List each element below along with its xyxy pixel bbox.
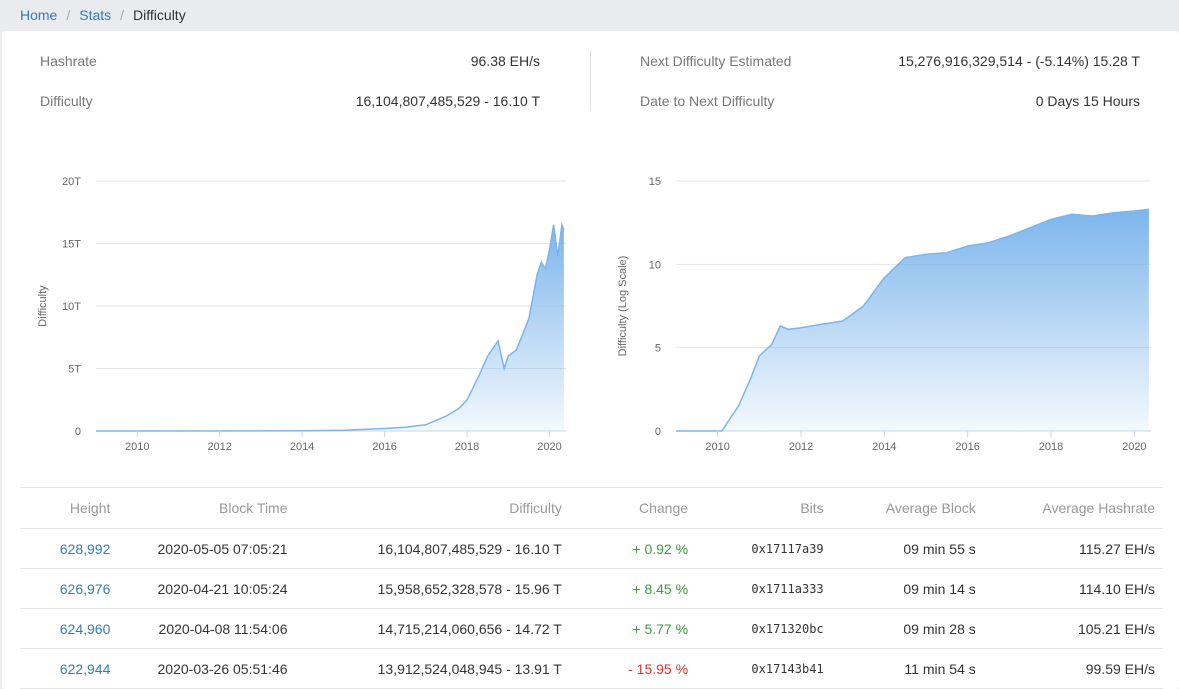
stat-date-label: Date to Next Difficulty: [640, 93, 775, 109]
average-block-time: 09 min 28 s: [831, 608, 984, 649]
breadcrumb-separator: /: [66, 7, 71, 23]
average-hashrate: 114.10 EH/s: [983, 568, 1163, 609]
column-header-average-hashrate[interactable]: Average Hashrate: [983, 487, 1163, 529]
breadcrumb-current: Difficulty: [133, 7, 186, 23]
table-row: 622,944 2020-03-26 05:51:46 13,912,524,048…: [20, 648, 1163, 689]
block-time: 2020-05-05 07:05:21: [118, 528, 296, 569]
series-area: [96, 224, 564, 431]
series-line: [95, 221, 565, 432]
difficulty-change: + 0.92 %: [569, 528, 697, 569]
y-tick-label: 0: [655, 426, 661, 438]
column-header-bits[interactable]: Bits: [696, 487, 832, 529]
block-height: 626,976: [20, 568, 119, 609]
block-bits: 0x17117a39: [696, 528, 832, 569]
stat-difficulty: Difficulty 16,104,807,485,529 - 16.10 T: [40, 93, 540, 109]
y-tick-label: 10: [649, 259, 661, 271]
series-line: [676, 208, 1149, 432]
stat-difficulty-label: Difficulty: [40, 93, 93, 109]
block-time: 2020-04-21 10:05:24: [118, 568, 296, 609]
block-difficulty: 16,104,807,485,529 - 16.10 T: [295, 528, 570, 569]
table-row: 626,976 2020-04-21 10:05:24 15,958,652,328…: [20, 568, 1163, 609]
block-difficulty: 15,958,652,328,578 - 15.96 T: [295, 568, 570, 609]
difficulty-change: + 8.45 %: [569, 568, 697, 609]
stat-date-next: Date to Next Difficulty 0 Days 15 Hours: [640, 93, 1140, 109]
stat-next-value: 15,276,916,329,514 - (-5.14%) 15.28 T: [898, 53, 1140, 69]
series-area: [676, 209, 1149, 431]
difficulty-log-chart[interactable]: 0 5 10 15 2010 2012 2014 2016 2018 2020 Difficulty…: [592, 131, 1177, 471]
average-block-time: 09 min 14 s: [831, 568, 984, 609]
difficulty-chart[interactable]: 0 5T 10T 15T 20T 2010 2012 2014 2016 2018 2020 Diff…: [2, 131, 582, 471]
x-tick-label: 2014: [872, 441, 896, 453]
block-height-link[interactable]: 624,960: [59, 620, 111, 637]
average-block-time: 11 min 54 s: [831, 648, 984, 689]
y-axis-title: Difficulty: [37, 285, 49, 327]
breadcrumb-separator: /: [120, 7, 125, 23]
block-bits: 0x17143b41: [696, 648, 832, 689]
stats-summary: Hashrate 96.38 EH/s Difficulty 16,104,80…: [2, 31, 1179, 121]
block-height-link[interactable]: 626,976: [59, 580, 111, 597]
stat-difficulty-value: 16,104,807,485,529 - 16.10 T: [355, 93, 540, 109]
column-header-difficulty[interactable]: Difficulty: [295, 487, 570, 529]
average-hashrate: 99.59 EH/s: [983, 648, 1163, 689]
x-tick-label: 2020: [1122, 441, 1146, 453]
block-time: 2020-04-08 11:54:06: [118, 608, 296, 649]
y-tick-label: 5: [655, 343, 661, 355]
block-height: 628,992: [20, 528, 119, 569]
block-difficulty: 13,912,524,048,945 - 13.91 T: [295, 648, 570, 689]
table-header-row: Height Block Time Difficulty Change Bits Aver…: [20, 487, 1163, 529]
x-tick-label: 2018: [455, 441, 479, 453]
block-bits: 0x1711a333: [696, 568, 832, 609]
breadcrumb-stats-link[interactable]: Stats: [79, 7, 112, 23]
x-tick-label: 2016: [955, 441, 979, 453]
x-tick-label: 2018: [1039, 441, 1063, 453]
block-difficulty: 14,715,214,060,656 - 14.72 T: [295, 608, 570, 649]
stat-next-label: Next Difficulty Estimated: [640, 53, 792, 69]
breadcrumb: Home / Stats / Difficulty: [0, 0, 1179, 30]
breadcrumb-home-link[interactable]: Home: [20, 7, 58, 23]
block-height: 622,944: [20, 648, 119, 689]
average-block-time: 09 min 55 s: [831, 528, 984, 569]
stats-divider: [590, 51, 591, 111]
x-tick-label: 2020: [537, 441, 561, 453]
column-header-average-block[interactable]: Average Block: [831, 487, 984, 529]
table-row: 624,960 2020-04-08 11:54:06 14,715,214,060…: [20, 608, 1163, 649]
y-tick-label: 0: [75, 426, 81, 438]
difficulty-change: + 5.77 %: [569, 608, 697, 649]
column-header-change[interactable]: Change: [569, 487, 697, 529]
y-tick-label: 20T: [62, 176, 81, 188]
block-height-link[interactable]: 628,992: [59, 540, 111, 557]
y-axis-title: Difficulty (Log Scale): [617, 256, 629, 357]
difficulty-table: Height Block Time Difficulty Change Bits Aver…: [20, 487, 1163, 689]
column-header-height[interactable]: Height: [20, 487, 119, 529]
difficulty-change: - 15.95 %: [569, 648, 697, 689]
block-time: 2020-03-26 05:51:46: [118, 648, 296, 689]
stat-hashrate: Hashrate 96.38 EH/s: [40, 53, 540, 69]
difficulty-panel: Hashrate 96.38 EH/s Difficulty 16,104,80…: [2, 31, 1179, 689]
average-hashrate: 105.21 EH/s: [983, 608, 1163, 649]
x-tick-label: 2012: [207, 441, 231, 453]
x-tick-label: 2010: [705, 441, 729, 453]
block-height-link[interactable]: 622,944: [59, 660, 111, 677]
y-tick-label: 15T: [62, 239, 81, 251]
average-hashrate: 115.27 EH/s: [983, 528, 1163, 569]
y-tick-label: 15: [649, 176, 661, 188]
stat-date-value: 0 Days 15 Hours: [1035, 93, 1140, 109]
y-tick-label: 5T: [68, 364, 81, 376]
block-height: 624,960: [20, 608, 119, 649]
stat-next-difficulty: Next Difficulty Estimated 15,276,916,329…: [640, 53, 1140, 69]
y-tick-label: 10T: [62, 301, 81, 313]
x-tick-label: 2014: [290, 441, 314, 453]
x-tick-label: 2016: [372, 441, 396, 453]
block-bits: 0x171320bc: [696, 608, 832, 649]
x-tick-label: 2010: [125, 441, 149, 453]
stat-hashrate-label: Hashrate: [40, 53, 97, 69]
stat-hashrate-value: 96.38 EH/s: [470, 53, 540, 69]
column-header-block-time[interactable]: Block Time: [118, 487, 296, 529]
table-row: 628,992 2020-05-05 07:05:21 16,104,807,485…: [20, 528, 1163, 569]
x-tick-label: 2012: [789, 441, 813, 453]
